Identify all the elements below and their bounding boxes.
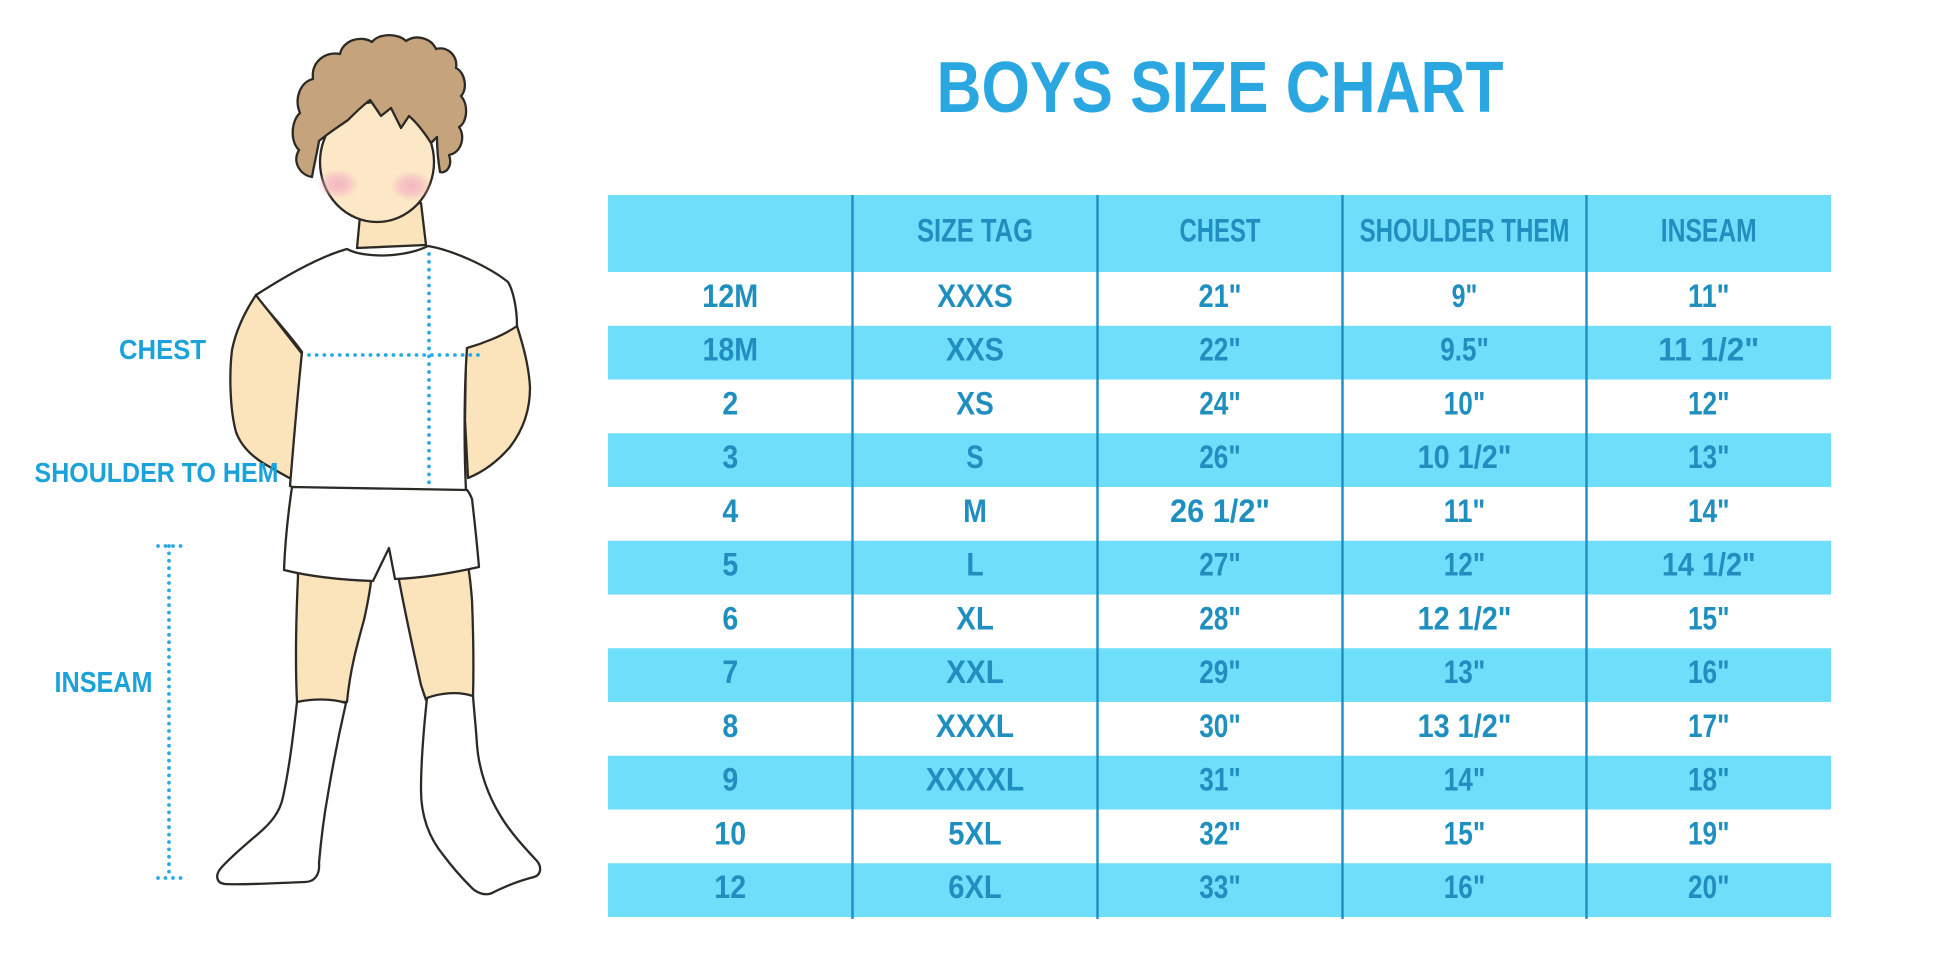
svg-text:BOYS SIZE CHART: BOYS SIZE CHART — [937, 48, 1504, 129]
svg-text:28": 28" — [1199, 602, 1241, 637]
svg-text:20": 20" — [1688, 871, 1730, 906]
svg-text:XXS: XXS — [946, 332, 1004, 368]
svg-text:12": 12" — [1688, 387, 1730, 422]
svg-text:12M: 12M — [702, 278, 758, 314]
svg-text:10": 10" — [1444, 387, 1486, 422]
svg-text:16": 16" — [1444, 871, 1486, 906]
svg-text:11": 11" — [1688, 279, 1730, 315]
svg-text:15": 15" — [1444, 817, 1486, 852]
svg-text:6XL: 6XL — [948, 870, 1001, 906]
svg-text:XXL: XXL — [946, 654, 1004, 690]
svg-text:10: 10 — [714, 817, 746, 852]
svg-text:11 1/2": 11 1/2" — [1658, 331, 1759, 367]
svg-text:27": 27" — [1199, 548, 1241, 583]
svg-text:16": 16" — [1688, 656, 1730, 691]
svg-text:15": 15" — [1688, 602, 1730, 637]
svg-text:9": 9" — [1452, 279, 1478, 315]
svg-text:12: 12 — [714, 871, 746, 906]
svg-text:XXXL: XXXL — [936, 708, 1014, 744]
svg-text:21": 21" — [1199, 279, 1242, 315]
svg-text:24": 24" — [1199, 387, 1241, 422]
svg-text:22": 22" — [1199, 333, 1241, 368]
svg-text:18": 18" — [1688, 763, 1730, 798]
svg-text:XL: XL — [956, 600, 994, 636]
svg-text:32": 32" — [1199, 817, 1241, 852]
svg-text:9: 9 — [722, 763, 738, 798]
svg-text:14": 14" — [1688, 495, 1730, 530]
svg-text:13": 13" — [1688, 441, 1730, 476]
svg-text:7: 7 — [722, 656, 738, 691]
svg-text:26": 26" — [1199, 441, 1241, 476]
svg-text:19": 19" — [1688, 817, 1730, 852]
svg-text:13 1/2": 13 1/2" — [1418, 709, 1512, 745]
svg-text:12": 12" — [1444, 548, 1486, 583]
svg-text:SHOULDER TO HEM: SHOULDER TO HEM — [35, 457, 279, 489]
svg-text:2: 2 — [722, 387, 738, 422]
svg-text:6: 6 — [722, 602, 738, 637]
svg-text:XXXXL: XXXXL — [926, 762, 1024, 798]
svg-text:17": 17" — [1688, 710, 1730, 745]
svg-text:5XL: 5XL — [948, 816, 1001, 852]
svg-text:33": 33" — [1199, 871, 1241, 906]
svg-text:14": 14" — [1444, 763, 1486, 798]
svg-text:3: 3 — [722, 441, 738, 476]
svg-text:31": 31" — [1199, 763, 1241, 798]
svg-text:29": 29" — [1199, 656, 1241, 691]
svg-text:CHEST: CHEST — [1180, 212, 1261, 248]
svg-text:5: 5 — [722, 548, 738, 583]
svg-text:SIZE TAG: SIZE TAG — [917, 214, 1033, 249]
svg-text:INSEAM: INSEAM — [1661, 214, 1757, 250]
svg-text:INSEAM: INSEAM — [55, 665, 153, 698]
svg-text:11": 11" — [1444, 494, 1486, 530]
svg-text:18M: 18M — [703, 333, 758, 368]
svg-text:13": 13" — [1444, 656, 1486, 691]
svg-text:4: 4 — [722, 494, 738, 529]
svg-text:M: M — [963, 494, 987, 529]
svg-text:14 1/2": 14 1/2" — [1662, 547, 1756, 583]
svg-text:L: L — [966, 548, 983, 583]
svg-text:9.5": 9.5" — [1440, 333, 1489, 368]
svg-text:12 1/2": 12 1/2" — [1418, 601, 1512, 637]
svg-text:10 1/2": 10 1/2" — [1418, 440, 1512, 476]
svg-text:S: S — [966, 441, 983, 476]
svg-text:XXXS: XXXS — [937, 279, 1012, 314]
svg-text:26 1/2": 26 1/2" — [1170, 493, 1270, 529]
svg-text:30": 30" — [1199, 710, 1241, 745]
svg-text:8: 8 — [722, 709, 738, 744]
svg-text:SHOULDER THEM: SHOULDER THEM — [1360, 212, 1570, 248]
svg-text:CHEST: CHEST — [119, 334, 206, 365]
svg-text:XS: XS — [956, 387, 994, 422]
